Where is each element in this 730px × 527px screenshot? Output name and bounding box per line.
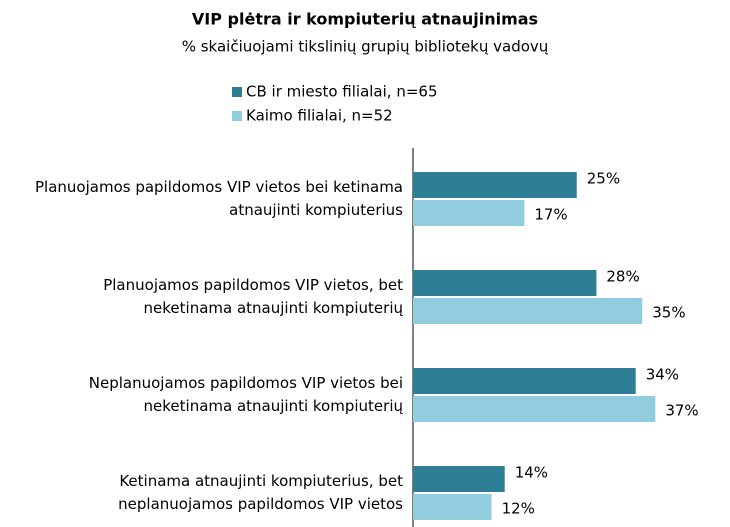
bar — [413, 466, 505, 492]
bar — [413, 368, 636, 394]
legend-label: CB ir miesto filialai, n=65 — [246, 83, 437, 101]
category-label: Neplanuojamos papildomos VIP vietos bei … — [88, 373, 403, 416]
chart-subtitle: % skaičiuojami tikslinių grupių bibliote… — [182, 38, 549, 56]
value-label: 17% — [534, 206, 567, 224]
value-label: 25% — [587, 170, 620, 188]
bar — [413, 172, 577, 198]
value-label: 35% — [652, 304, 685, 322]
bar — [413, 396, 656, 422]
chart-title: VIP plėtra ir kompiuterių atnaujinimas — [192, 10, 538, 29]
legend-label: Kaimo filialai, n=52 — [246, 107, 393, 125]
value-label: 12% — [502, 500, 535, 518]
value-label: 28% — [606, 268, 639, 286]
category-label: Planuojamos papildomos VIP vietos bei ke… — [35, 177, 403, 220]
legend-swatch — [232, 111, 242, 121]
bar — [413, 298, 643, 324]
legend-swatch — [232, 87, 242, 97]
bar — [413, 200, 525, 226]
category-label: Planuojamos papildomos VIP vietos, bet n… — [103, 275, 403, 318]
bar — [413, 270, 597, 296]
value-label: 14% — [515, 464, 548, 482]
bar — [413, 494, 492, 520]
value-label: 34% — [646, 366, 679, 384]
value-label: 37% — [665, 402, 698, 420]
category-label: Ketinama atnaujinti kompiuterius, bet ne… — [118, 471, 403, 514]
